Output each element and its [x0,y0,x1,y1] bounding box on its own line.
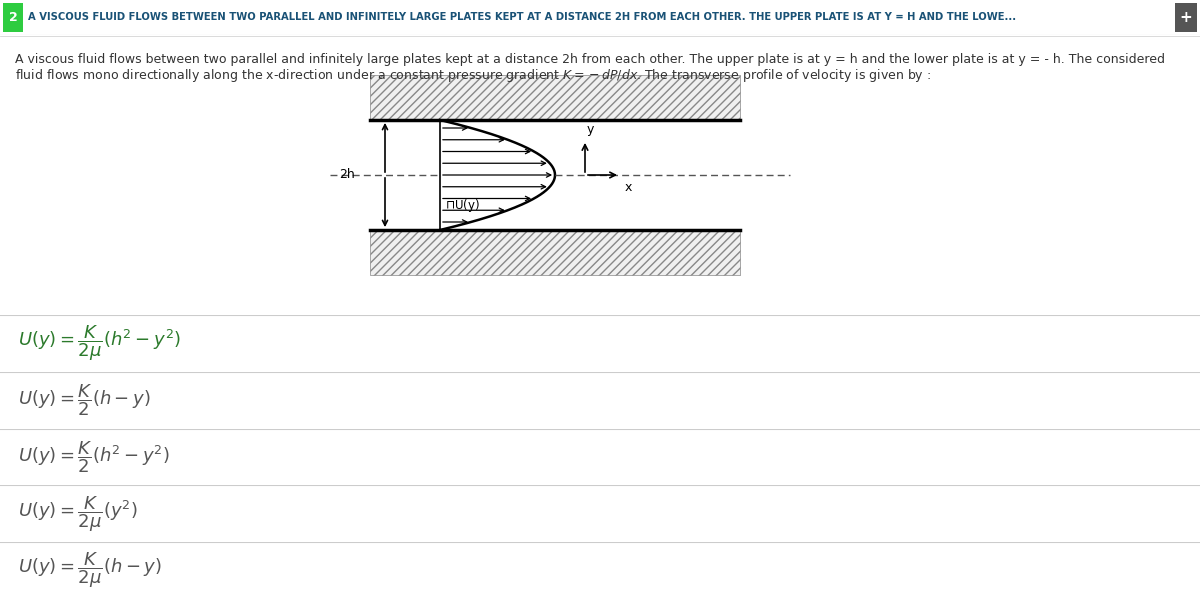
Bar [1175,3,1198,32]
Text: 2h: 2h [340,168,355,181]
Text: $\sqcap$U(y): $\sqcap$U(y) [445,196,480,213]
Text: $U(y) = \dfrac{K}{2}(h - y)$: $U(y) = \dfrac{K}{2}(h - y)$ [18,382,151,418]
Text: y: y [587,123,594,136]
Bar [2,3,23,32]
Text: fluid flows mono directionally along the x-direction under a constant pressure g: fluid flows mono directionally along the… [14,67,931,84]
Bar [370,230,740,275]
Text: $U(y) = \dfrac{K}{2\mu}(y^2)$: $U(y) = \dfrac{K}{2\mu}(y^2)$ [18,494,138,534]
Text: +: + [1180,10,1193,25]
Text: A viscous fluid flows between two parallel and infinitely large plates kept at a: A viscous fluid flows between two parall… [14,53,1165,66]
Text: A VISCOUS FLUID FLOWS BETWEEN TWO PARALLEL AND INFINITELY LARGE PLATES KEPT AT A: A VISCOUS FLUID FLOWS BETWEEN TWO PARALL… [28,13,1016,23]
Text: 2: 2 [8,11,17,24]
Text: $U(y) = \dfrac{K}{2\mu}(h - y)$: $U(y) = \dfrac{K}{2\mu}(h - y)$ [18,550,162,591]
Text: $U(y) = \dfrac{K}{2}(h^2 - y^2)$: $U(y) = \dfrac{K}{2}(h^2 - y^2)$ [18,439,170,475]
Bar [370,75,740,120]
Text: x: x [625,181,632,194]
Text: $U(y) = \dfrac{K}{2\mu}(h^2 - y^2)$: $U(y) = \dfrac{K}{2\mu}(h^2 - y^2)$ [18,323,181,363]
